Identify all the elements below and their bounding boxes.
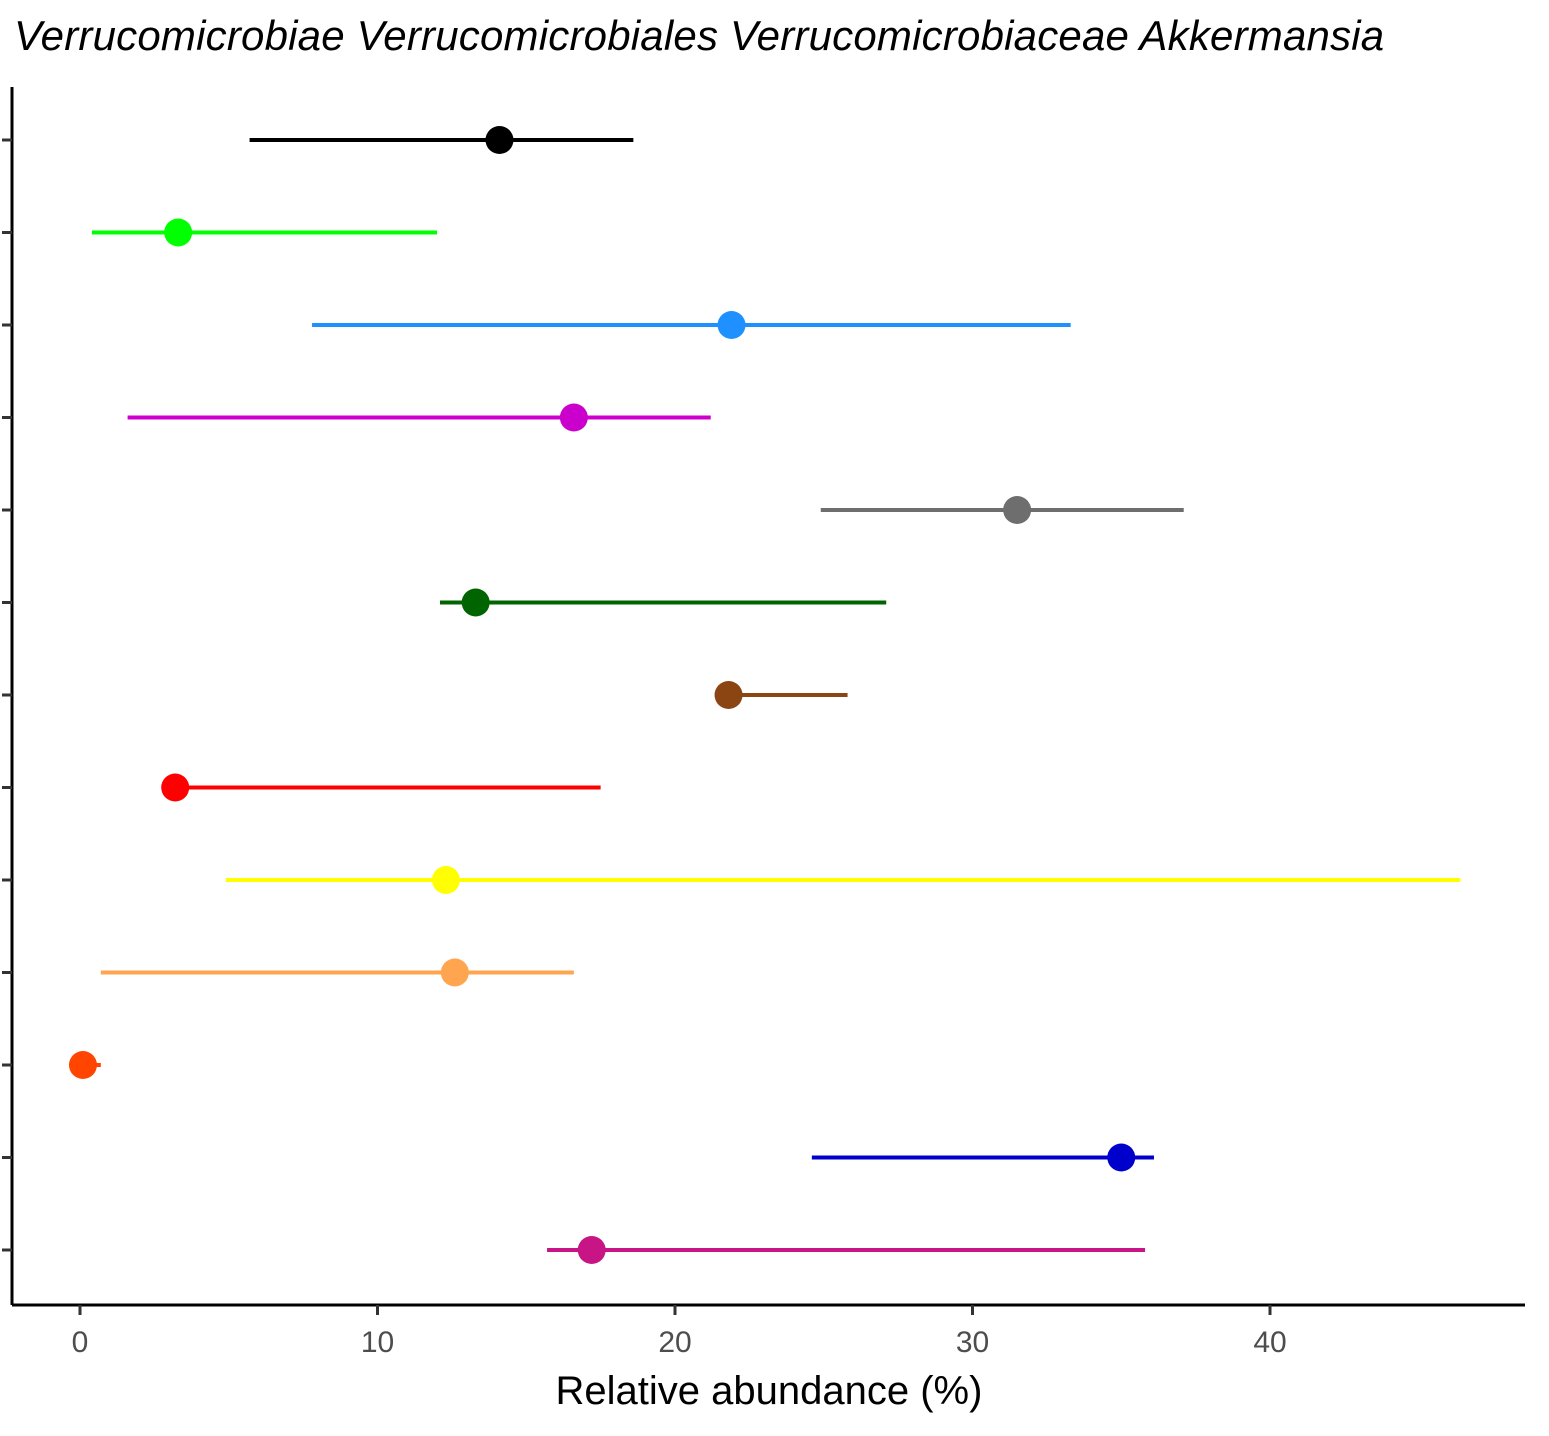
chart-title: Verrucomicrobiae Verrucomicrobiales Verr…	[14, 12, 1385, 59]
data-point	[1107, 1143, 1136, 1172]
data-marks	[68, 126, 1461, 1264]
x-axis-ticks: 0 10 20 30 40	[72, 1305, 1287, 1359]
data-point	[164, 218, 193, 247]
x-tick-label: 0	[72, 1326, 89, 1359]
y-axis-ticks	[2, 138, 12, 1252]
x-tick-label: 30	[956, 1326, 989, 1359]
data-point	[440, 958, 469, 987]
x-tick-label: 10	[361, 1326, 394, 1359]
data-point	[577, 1236, 606, 1264]
data-point	[485, 126, 514, 154]
data-point	[559, 403, 588, 432]
data-point	[1003, 496, 1032, 524]
data-point	[431, 866, 460, 894]
x-tick-label: 20	[658, 1326, 691, 1359]
data-point	[461, 588, 490, 617]
data-point	[714, 681, 743, 709]
data-point	[717, 311, 746, 339]
data-point	[161, 773, 190, 802]
x-tick-label: 40	[1253, 1326, 1286, 1359]
x-axis-title: Relative abundance (%)	[556, 1369, 983, 1413]
data-point	[68, 1051, 97, 1079]
